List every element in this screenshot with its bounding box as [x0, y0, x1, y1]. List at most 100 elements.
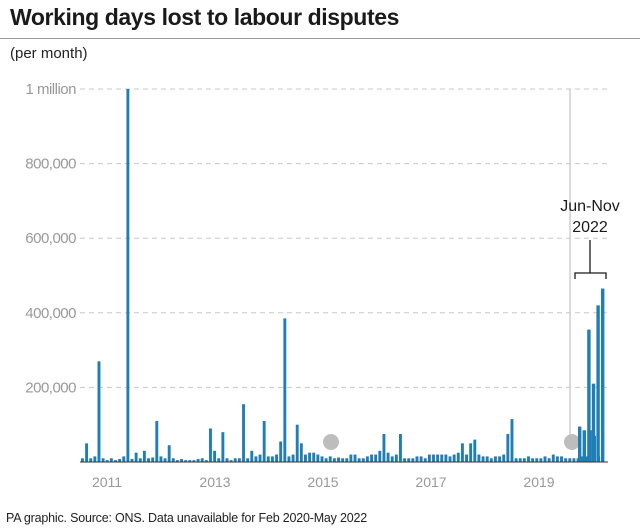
bar: [291, 454, 295, 462]
bar: [81, 458, 84, 462]
bar-2022: [578, 426, 582, 462]
bar-2022: [601, 288, 605, 462]
bar: [126, 89, 130, 462]
bar: [427, 454, 431, 462]
bar: [328, 456, 332, 462]
bar: [275, 454, 279, 462]
bar-2022: [582, 430, 586, 462]
bar: [555, 456, 559, 462]
x-tick-label: 2013: [199, 474, 230, 490]
bar: [456, 452, 460, 462]
gridlines: [80, 88, 608, 388]
bar: [481, 456, 485, 462]
bar-2022: [587, 329, 591, 462]
chart-title: Working days lost to labour disputes: [10, 4, 399, 30]
bar: [341, 458, 345, 462]
y-tick-label: 600,000: [25, 230, 76, 247]
bar: [237, 458, 241, 462]
bar: [407, 458, 411, 462]
bar: [138, 458, 142, 462]
bar: [518, 458, 522, 462]
gap-markers: [323, 89, 580, 450]
bar: [180, 459, 184, 462]
bar: [535, 458, 539, 462]
bar: [506, 434, 510, 462]
bar: [564, 458, 568, 462]
bar: [320, 456, 324, 462]
bar: [184, 460, 188, 462]
bar: [109, 458, 113, 462]
bar: [539, 458, 543, 462]
bar: [551, 454, 555, 462]
bar: [440, 454, 444, 462]
bar: [279, 441, 283, 462]
bar: [543, 456, 547, 462]
bar: [448, 456, 452, 462]
bar: [167, 445, 171, 462]
bar: [97, 361, 101, 462]
bar: [217, 458, 221, 462]
bar: [568, 458, 572, 462]
bar: [345, 458, 349, 462]
bar: [93, 456, 97, 462]
bar: [155, 420, 159, 462]
bar: [465, 454, 468, 462]
bar: [489, 458, 493, 462]
bar: [118, 459, 122, 462]
bar: [436, 454, 440, 462]
bar: [378, 450, 382, 462]
bar: [394, 454, 398, 462]
bar: [147, 458, 150, 462]
bar: [250, 450, 254, 462]
bar: [262, 420, 266, 462]
bar: [283, 318, 287, 462]
bar: [485, 456, 489, 462]
bar: [312, 452, 316, 462]
bar: [295, 424, 299, 462]
bar: [522, 458, 526, 462]
bar-2022: [591, 383, 596, 462]
bar: [242, 404, 245, 462]
annotation: Jun-Nov 2022: [560, 198, 620, 279]
bar: [134, 452, 138, 462]
bar: [192, 460, 196, 462]
bar: [246, 458, 250, 462]
x-axis-ticks: 2011 2013 2015 2017 2019: [92, 474, 555, 490]
bar: [221, 432, 225, 462]
bar: [105, 460, 109, 462]
bar: [270, 456, 274, 462]
bar: [287, 456, 291, 462]
bar: [349, 454, 353, 462]
bar: [200, 458, 204, 462]
bar: [101, 458, 105, 462]
bar: [365, 456, 369, 462]
bar: [423, 458, 427, 462]
bar: [473, 439, 477, 462]
y-tick-label: 1 million: [25, 81, 76, 98]
x-tick-label: 2011: [92, 474, 122, 490]
y-axis-ticks: 200,000 400,000 600,000 800,000 1 million: [25, 81, 76, 396]
bar: [403, 458, 407, 462]
bar: [332, 458, 336, 462]
gap-marker: [564, 434, 580, 450]
bar: [304, 454, 307, 462]
bar: [353, 454, 357, 462]
bar: [572, 458, 576, 462]
bar: [415, 456, 419, 462]
title-divider: [0, 38, 640, 39]
annotation-line-2: 2022: [572, 219, 608, 236]
bar: [444, 454, 448, 462]
bar: [258, 454, 262, 462]
bar: [460, 443, 464, 462]
bar: [159, 456, 163, 462]
bar: [122, 456, 126, 462]
bar: [151, 457, 155, 462]
bar: [419, 456, 423, 462]
bar: [299, 443, 303, 462]
bar: [390, 456, 394, 462]
bar: [175, 460, 179, 462]
bar: [204, 460, 208, 462]
bar: [114, 460, 117, 462]
